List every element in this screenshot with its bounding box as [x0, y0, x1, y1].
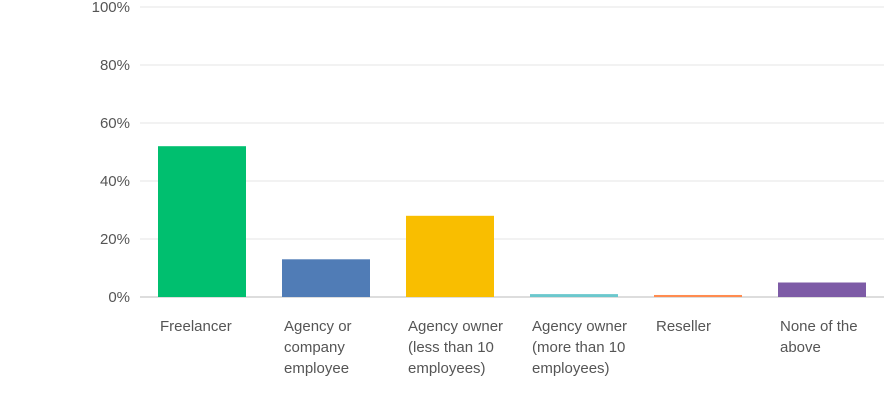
x-tick-label: None of the above: [780, 318, 858, 356]
y-tick-label: 20%: [100, 231, 130, 248]
bar: [530, 294, 618, 297]
y-tick-label: 80%: [100, 57, 130, 74]
bar: [406, 215, 494, 297]
y-tick-label: 0%: [108, 289, 130, 306]
y-tick-label: 100%: [92, 0, 130, 16]
bar: [654, 294, 742, 297]
bar: [158, 146, 246, 297]
y-tick-label: 60%: [100, 115, 130, 132]
bar: [282, 259, 370, 297]
y-tick-label: 40%: [100, 173, 130, 190]
x-tick-label: Agency or company employee: [284, 318, 352, 377]
bar: [778, 282, 866, 297]
x-tick-label: Agency owner (more than 10 employees): [532, 318, 628, 377]
x-tick-label: Reseller: [656, 318, 712, 335]
x-tick-label: Agency owner (less than 10 employees): [408, 318, 504, 377]
x-tick-label: Freelancer: [160, 318, 232, 335]
